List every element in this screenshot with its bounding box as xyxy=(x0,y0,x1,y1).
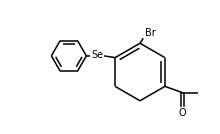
Text: Br: Br xyxy=(145,28,155,38)
Text: Se: Se xyxy=(91,50,103,60)
Text: O: O xyxy=(179,108,186,118)
